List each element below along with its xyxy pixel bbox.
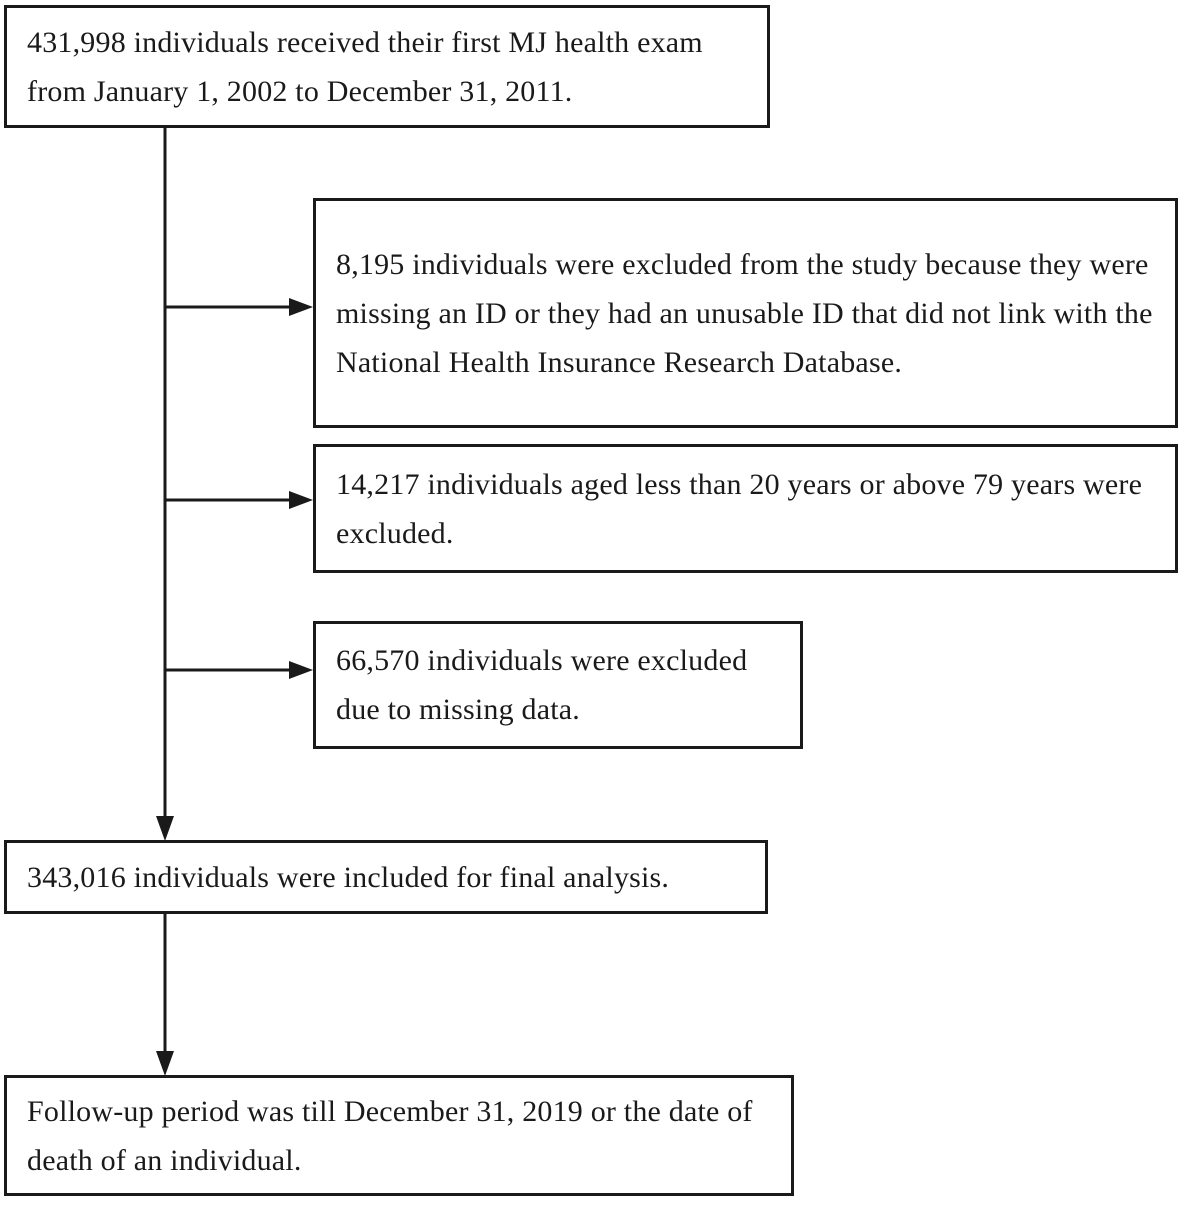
box-excluded-age-text: 14,217 individuals aged less than 20 yea… [336,467,1143,550]
box-initial-cohort-text: 431,998 individuals received their first… [27,25,703,108]
box-final-analysis: 343,016 individuals were included for fi… [4,840,768,914]
box-final-analysis-text: 343,016 individuals were included for fi… [27,860,670,894]
box-excluded-missing-data: 66,570 individuals were excluded due to … [313,621,803,749]
box-excluded-unusable-id-text: 8,195 individuals were excluded from the… [336,247,1153,379]
box-initial-cohort: 431,998 individuals received their first… [4,5,770,128]
down-arrowhead-final-analysis [156,816,174,841]
box-excluded-unusable-id: 8,195 individuals were excluded from the… [313,198,1178,428]
down-arrowhead-follow-up [156,1051,174,1076]
right-arrowhead-excluded-id [289,298,313,316]
box-follow-up: Follow-up period was till December 31, 2… [4,1075,794,1196]
box-excluded-age: 14,217 individuals aged less than 20 yea… [313,444,1178,573]
box-follow-up-text: Follow-up period was till December 31, 2… [27,1094,753,1177]
right-arrowhead-excluded-missing [289,661,313,679]
box-excluded-missing-data-text: 66,570 individuals were excluded due to … [336,644,748,726]
right-arrowhead-excluded-age [289,491,313,509]
